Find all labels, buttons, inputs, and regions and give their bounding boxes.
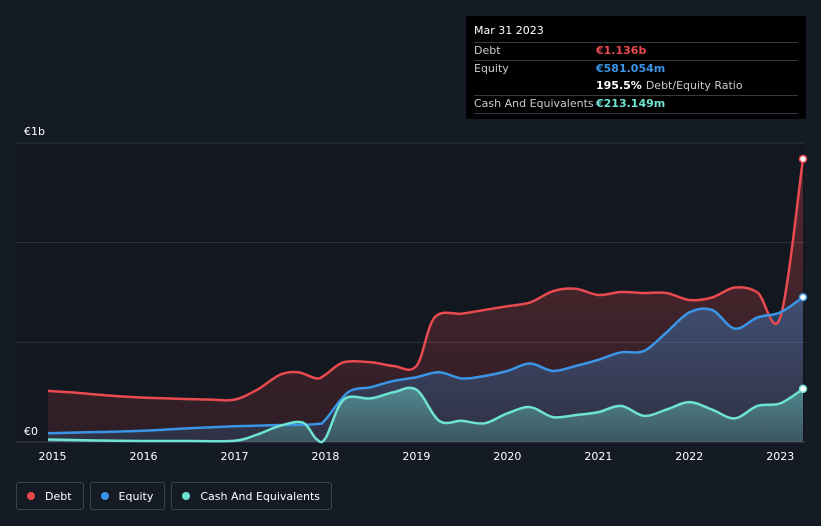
legend-label-cash: Cash And Equivalents: [200, 489, 320, 503]
cash-endpoint: [798, 384, 808, 394]
tooltip-date: Mar 31 2023: [474, 24, 544, 37]
series-endpoints: [798, 154, 808, 394]
tooltip-ratio-value: 195.5%: [596, 79, 642, 92]
tooltip-debt-value: €1.136b: [596, 44, 647, 57]
chart-legend: Debt Equity Cash And Equivalents: [16, 482, 332, 510]
equity-endpoint: [798, 292, 808, 302]
equity-line: [47, 296, 804, 435]
legend-item-cash[interactable]: Cash And Equivalents: [171, 482, 332, 510]
tooltip-equity-label: Equity: [474, 62, 509, 75]
tooltip-cash-label: Cash And Equivalents: [474, 97, 594, 110]
tooltip-cash-value: €213.149m: [596, 97, 666, 110]
legend-dot-cash: [182, 492, 191, 500]
tooltip-row-cash: Cash And Equivalents €213.149m: [474, 95, 798, 114]
tooltip-panel: Mar 31 2023 Debt €1.136b Equity €581.054…: [466, 16, 806, 119]
x-tick-label-2020: 2020: [493, 450, 521, 463]
y-label-top: €1b: [24, 125, 45, 138]
tooltip-row-equity: Equity €581.054m: [474, 60, 798, 78]
x-tick-label-2018: 2018: [311, 450, 339, 463]
y-label-bottom: €0: [24, 425, 38, 438]
legend-item-debt[interactable]: Debt: [16, 482, 84, 510]
cash-line: [47, 386, 804, 444]
cash-area: [48, 387, 803, 443]
tooltip-debt-label: Debt: [474, 44, 501, 57]
debt-endpoint: [798, 154, 808, 164]
tooltip-ratio-label: Debt/Equity Ratio: [645, 79, 743, 92]
tooltip-row-ratio: 195.5% Debt/Equity Ratio: [474, 78, 798, 95]
tooltip-row-debt: Debt €1.136b: [474, 42, 798, 60]
series-lines: [47, 158, 805, 444]
debt-line: [47, 158, 805, 402]
tooltip-equity-value: €581.054m: [596, 62, 666, 75]
x-tick-label-2022: 2022: [675, 450, 703, 463]
legend-label-equity: Equity: [118, 489, 154, 503]
x-tick-label-2015: 2015: [39, 450, 67, 463]
x-tick-label-2021: 2021: [584, 450, 612, 463]
legend-dot-debt: [27, 492, 35, 500]
x-axis-ticks: 2015 2016 2017 2018 2019 2020 2021 2022 2023: [39, 450, 795, 463]
x-tick-label-2019: 2019: [402, 450, 430, 463]
legend-item-equity[interactable]: Equity: [89, 482, 166, 510]
x-tick-label-2017: 2017: [220, 450, 248, 463]
legend-dot-equity: [100, 492, 109, 500]
x-tick-label-2016: 2016: [130, 450, 158, 463]
legend-label-debt: Debt: [45, 489, 72, 503]
x-tick-label-2023: 2023: [766, 450, 794, 463]
